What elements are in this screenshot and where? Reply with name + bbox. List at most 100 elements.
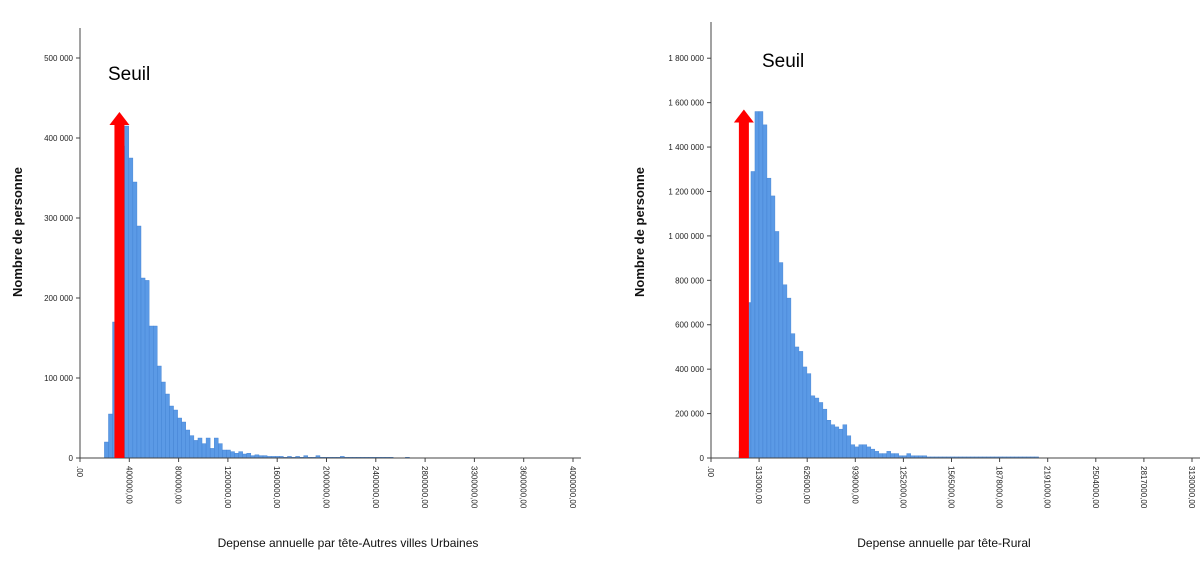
histogram-bar	[209, 448, 215, 459]
x-tick-label: 939000,00	[850, 466, 859, 504]
histogram-left-svg: Nombre de personne Depense annuelle par …	[10, 28, 581, 550]
histogram-bar	[846, 435, 852, 459]
seuil-label: Seuil	[762, 51, 804, 72]
y-tick-label: 300 000	[44, 214, 73, 223]
y-axis-title: Nombre de personne	[10, 167, 25, 297]
histogram-bar	[782, 284, 788, 459]
histogram-bar	[205, 437, 211, 459]
histogram-bar	[806, 373, 812, 459]
x-tick-label: 1600000,00	[272, 466, 281, 509]
histogram-bar	[181, 421, 186, 459]
histogram-bar	[838, 428, 844, 459]
y-tick-label: 200 000	[44, 294, 73, 303]
seuil-arrow	[733, 109, 754, 458]
histogram-bar	[758, 111, 764, 459]
histogram-bar	[185, 429, 191, 459]
bars-group	[738, 111, 1039, 459]
histogram-bar	[128, 157, 134, 459]
histogram-bar	[882, 453, 888, 459]
seuil-arrow-shaft	[738, 121, 749, 458]
chart-rural: Nombre de personne Depense annuelle par …	[602, 0, 1204, 561]
histogram-bar	[226, 449, 231, 459]
histogram-bar	[810, 395, 816, 459]
bars-group	[104, 125, 410, 459]
histogram-bar	[193, 440, 199, 459]
y-tick-label: 500 000	[44, 54, 73, 63]
histogram-bar	[238, 451, 243, 459]
histogram-bar	[173, 409, 178, 459]
histogram-bar	[786, 297, 792, 459]
histogram-bar	[766, 177, 772, 459]
histogram-bar	[165, 393, 170, 459]
x-tick-label: 3300000,00	[469, 466, 478, 509]
x-tick-label: 3600000,00	[519, 466, 528, 509]
histogram-bar	[870, 448, 876, 459]
histogram-bar	[814, 397, 820, 459]
histogram-bar	[874, 451, 880, 459]
x-tick-label: 4000000,00	[568, 466, 577, 509]
seuil-arrow-head	[733, 109, 754, 123]
histogram-bar	[234, 453, 239, 459]
y-tick-label: 800 000	[675, 276, 704, 285]
histogram-bar	[762, 124, 768, 459]
histogram-bar	[750, 171, 756, 459]
histogram-bar	[108, 413, 113, 459]
chart-autres-villes-urbaines: Nombre de personne Depense annuelle par …	[0, 0, 600, 561]
histogram-bar	[136, 225, 142, 459]
y-tick-label: 100 000	[44, 374, 73, 383]
x-tick-label: 800000,00	[174, 466, 183, 504]
y-tick-label: 400 000	[675, 365, 704, 374]
y-tick-label: 0	[700, 454, 705, 463]
histogram-bar	[201, 443, 207, 459]
histogram-bar	[834, 426, 840, 459]
x-tick-label: 400000,00	[124, 466, 133, 504]
seuil-arrow	[109, 112, 130, 458]
histogram-bar	[197, 437, 203, 459]
x-axis-title: Depense annuelle par tête-Rural	[857, 536, 1030, 550]
histogram-bar	[778, 262, 784, 459]
histogram-bar	[124, 125, 130, 459]
histogram-bar	[894, 453, 899, 459]
x-tick-label: 2800000,00	[420, 466, 429, 509]
histogram-bar	[189, 435, 195, 459]
y-tick-label: 1 600 000	[668, 99, 704, 108]
y-tick-label: 1 800 000	[668, 54, 704, 63]
histogram-bar	[802, 366, 808, 459]
y-tick-label: 400 000	[44, 134, 73, 143]
histogram-bar	[754, 111, 760, 459]
histogram-right-svg: Nombre de personne Depense annuelle par …	[632, 22, 1200, 550]
x-tick-label: 2400000,00	[371, 466, 380, 509]
histogram-bar	[177, 417, 182, 459]
histogram-bar	[148, 325, 154, 459]
x-tick-label: 2504000,00	[1091, 466, 1100, 509]
histogram-bar	[104, 441, 109, 459]
histogram-bar	[858, 444, 864, 459]
histogram-bar	[242, 453, 247, 459]
histogram-bar	[798, 351, 804, 459]
y-tick-label: 0	[69, 454, 74, 463]
x-tick-label: 2817000,00	[1139, 466, 1148, 509]
histogram-bar	[153, 325, 158, 459]
x-tick-label: 1252000,00	[898, 466, 907, 509]
histogram-bar	[826, 420, 832, 459]
histogram-bar	[866, 446, 872, 459]
y-tick-label: 1 000 000	[668, 232, 704, 241]
x-tick-label: 626000,00	[802, 466, 811, 504]
x-axis-title: Depense annuelle par tête-Autres villes …	[218, 536, 479, 550]
seuil-arrow-head	[109, 112, 130, 125]
histogram-bar	[230, 451, 235, 459]
histogram-bar	[218, 443, 223, 459]
histogram-bar	[157, 365, 162, 459]
y-tick-label: 200 000	[675, 410, 704, 419]
histogram-bar	[246, 453, 252, 459]
seuil-arrow-shaft	[114, 124, 125, 458]
histogram-bar	[214, 437, 219, 459]
histogram-bar	[854, 446, 860, 459]
x-tick-label: 3130000,00	[1187, 466, 1196, 509]
histogram-bar	[790, 333, 796, 459]
histogram-bar	[140, 277, 146, 459]
histogram-bar	[132, 181, 138, 459]
histogram-bar	[886, 451, 891, 459]
x-tick-label: 2191000,00	[1043, 466, 1052, 509]
histogram-bar	[770, 195, 776, 459]
